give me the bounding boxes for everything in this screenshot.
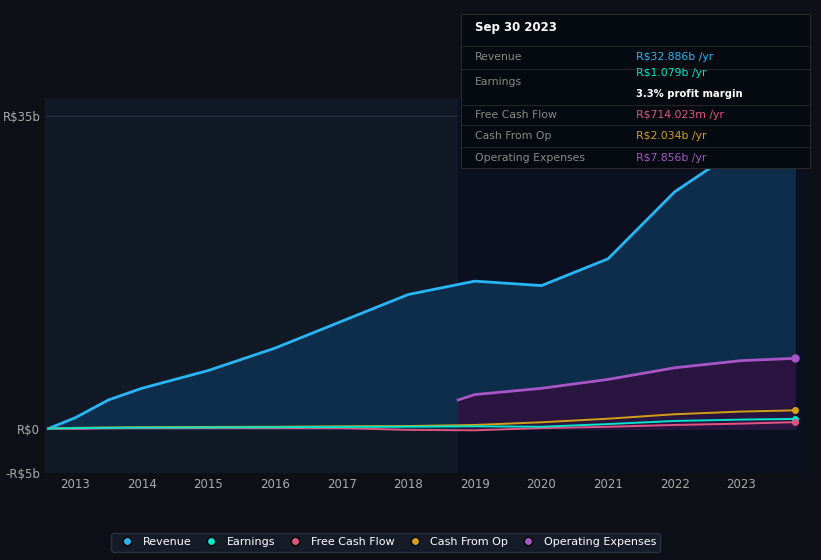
Text: R$7.856b /yr: R$7.856b /yr xyxy=(636,152,706,162)
Text: R$714.023m /yr: R$714.023m /yr xyxy=(636,110,724,120)
Text: Sep 30 2023: Sep 30 2023 xyxy=(475,21,557,34)
Text: Revenue: Revenue xyxy=(475,52,523,62)
Text: R$32.886b /yr: R$32.886b /yr xyxy=(636,52,713,62)
Text: Free Cash Flow: Free Cash Flow xyxy=(475,110,557,120)
Text: R$1.079b /yr: R$1.079b /yr xyxy=(636,68,706,77)
Legend: Revenue, Earnings, Free Cash Flow, Cash From Op, Operating Expenses: Revenue, Earnings, Free Cash Flow, Cash … xyxy=(112,533,660,552)
Bar xyxy=(458,98,805,473)
Text: Operating Expenses: Operating Expenses xyxy=(475,152,585,162)
Text: Cash From Op: Cash From Op xyxy=(475,130,552,141)
Text: Earnings: Earnings xyxy=(475,77,522,87)
Text: 3.3% profit margin: 3.3% profit margin xyxy=(636,89,742,99)
Text: R$2.034b /yr: R$2.034b /yr xyxy=(636,130,706,141)
